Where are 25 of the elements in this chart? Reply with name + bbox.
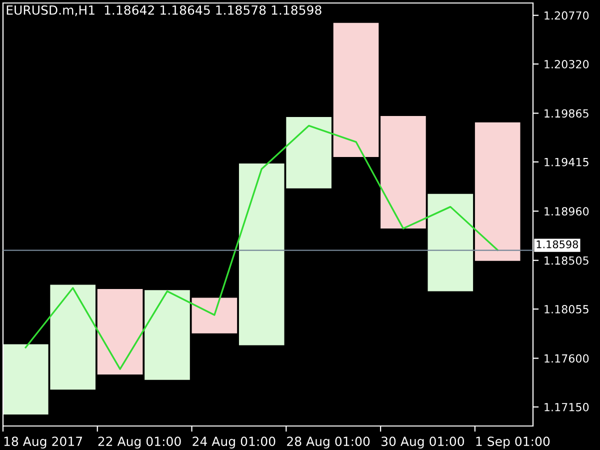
x-tick-label: 1 Sep 01:00 [476,436,550,449]
bar [428,194,474,292]
bar [380,116,426,228]
y-tick-label: 1.20320 [544,60,589,68]
x-tick-label: 22 Aug 01:00 [98,436,181,449]
y-tick-label: 1.17150 [544,402,589,412]
bar [474,122,520,261]
x-tick-label: 24 Aug 01:00 [192,436,276,449]
chart-title: EURUSD.m,H1 1.18642 1.18645 1.18578 1.18598 [6,5,322,16]
y-tick-label: 1.17600 [544,354,589,363]
y-tick-label: 1.18960 [544,207,589,216]
bar [97,289,143,375]
y-tick-label: 1.20770 [544,11,589,20]
bar [192,298,238,334]
ref-line-label: 1.18598 [536,240,578,248]
y-tick-label: 1.18055 [544,305,588,314]
y-tick-label: 1.18505 [544,256,588,265]
bar [333,22,379,158]
x-tick-label: 28 Aug 01:00 [287,436,370,449]
y-tick-label: 1.19865 [544,109,588,118]
line-series [24,124,498,370]
x-tick-label: 30 Aug 01:00 [382,436,464,449]
bar [144,290,190,380]
x-tick-label: 18 Aug 2017 [4,436,82,449]
y-tick-label: 1.19415 [544,158,588,166]
